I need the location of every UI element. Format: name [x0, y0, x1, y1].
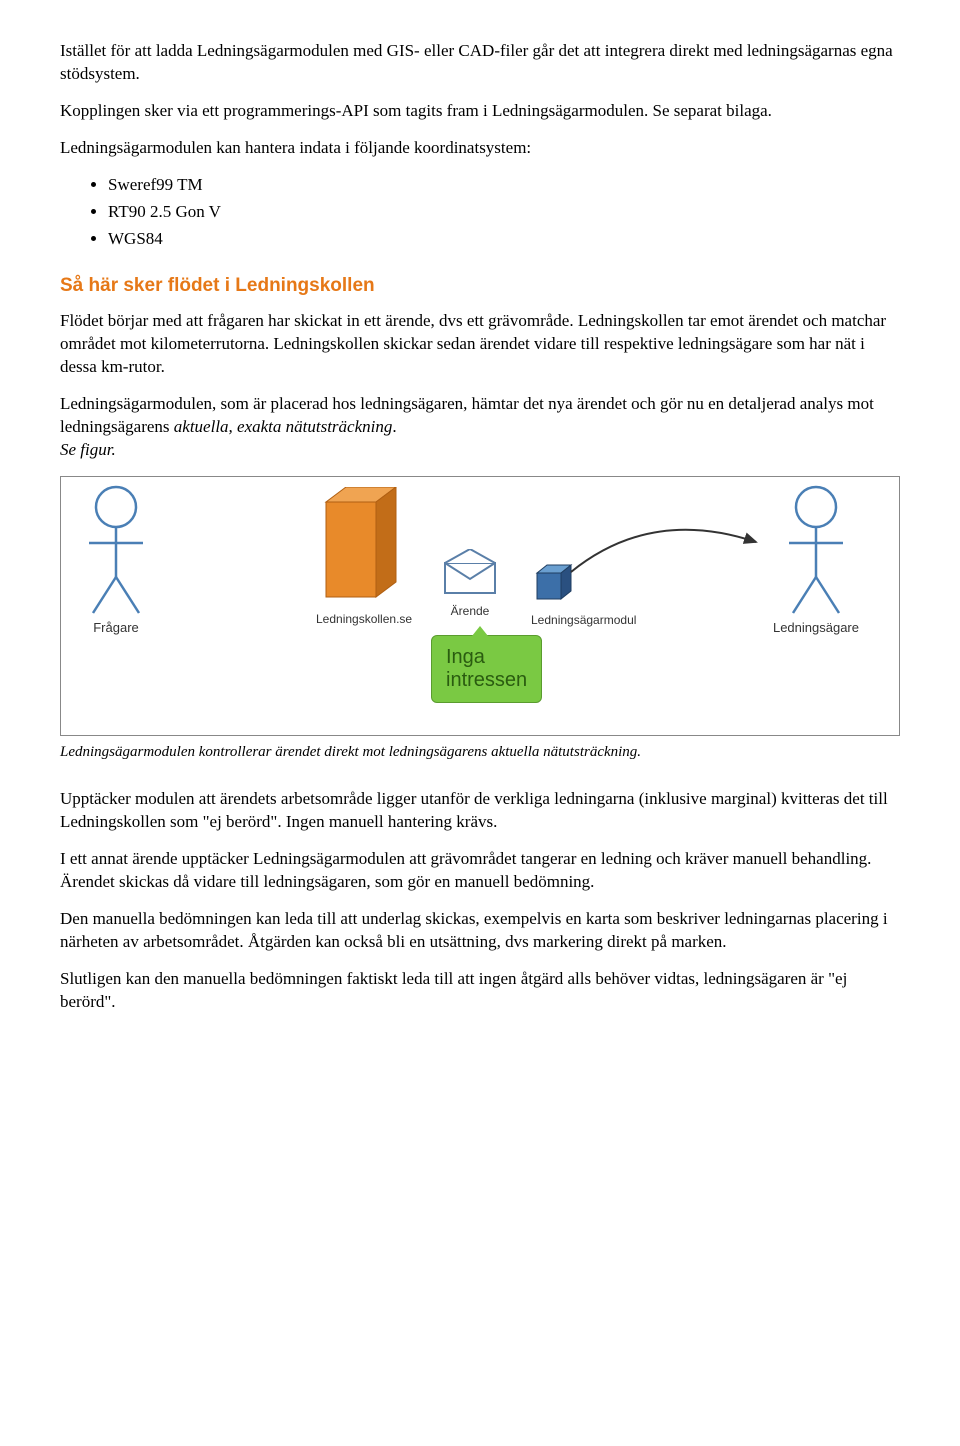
- cube-label: Ledningsägarmodul: [531, 612, 636, 628]
- envelope: Ärende: [441, 549, 499, 619]
- list-item: WGS84: [108, 228, 900, 251]
- arrow-curve: [561, 517, 771, 597]
- paragraph: I ett annat ärende upptäcker Ledningsäga…: [60, 848, 900, 894]
- stickfigure-icon: [781, 485, 851, 615]
- server-label: Ledningskollen.se: [316, 611, 412, 627]
- paragraph: Slutligen kan den manuella bedömningen f…: [60, 968, 900, 1014]
- list-item: RT90 2.5 Gon V: [108, 201, 900, 224]
- callout-line1: Inga: [446, 646, 485, 668]
- paragraph: Flödet börjar med att frågaren har skick…: [60, 310, 900, 379]
- actor-right: Ledningsägare: [773, 485, 859, 637]
- actor-label: Ledningsägare: [773, 619, 859, 637]
- emphasis-text: Se figur.: [60, 440, 116, 459]
- paragraph: Den manuella bedömningen kan leda till a…: [60, 908, 900, 954]
- paragraph: Kopplingen sker via ett programmerings-A…: [60, 100, 900, 123]
- paragraph: Upptäcker modulen att ärendets arbetsomr…: [60, 788, 900, 834]
- diagram-figure: Frågare Ledningskollen.se Ärende Ledning…: [60, 476, 900, 736]
- emphasis-text: aktuella, exakta nätutsträckning: [174, 417, 393, 436]
- bullet-list: Sweref99 TM RT90 2.5 Gon V WGS84: [60, 174, 900, 251]
- list-item: Sweref99 TM: [108, 174, 900, 197]
- paragraph: Istället för att ladda Ledningsägarmodul…: [60, 40, 900, 86]
- callout-box: Inga intressen: [431, 635, 542, 703]
- server-box: Ledningskollen.se: [316, 487, 412, 627]
- paragraph: Ledningsägarmodulen kan hantera indata i…: [60, 137, 900, 160]
- figure-caption: Ledningsägarmodulen kontrollerar ärendet…: [60, 742, 900, 762]
- paragraph: Ledningsägarmodulen, som är placerad hos…: [60, 393, 900, 462]
- section-heading: Så här sker flödet i Ledningskollen: [60, 273, 900, 299]
- actor-label: Frågare: [81, 619, 151, 637]
- envelope-icon: [441, 549, 499, 595]
- actor-left: Frågare: [81, 485, 151, 637]
- server-icon: [316, 487, 406, 602]
- stickfigure-icon: [81, 485, 151, 615]
- envelope-label: Ärende: [441, 603, 499, 619]
- callout-line2: intressen: [446, 669, 527, 691]
- text-span: .: [392, 417, 396, 436]
